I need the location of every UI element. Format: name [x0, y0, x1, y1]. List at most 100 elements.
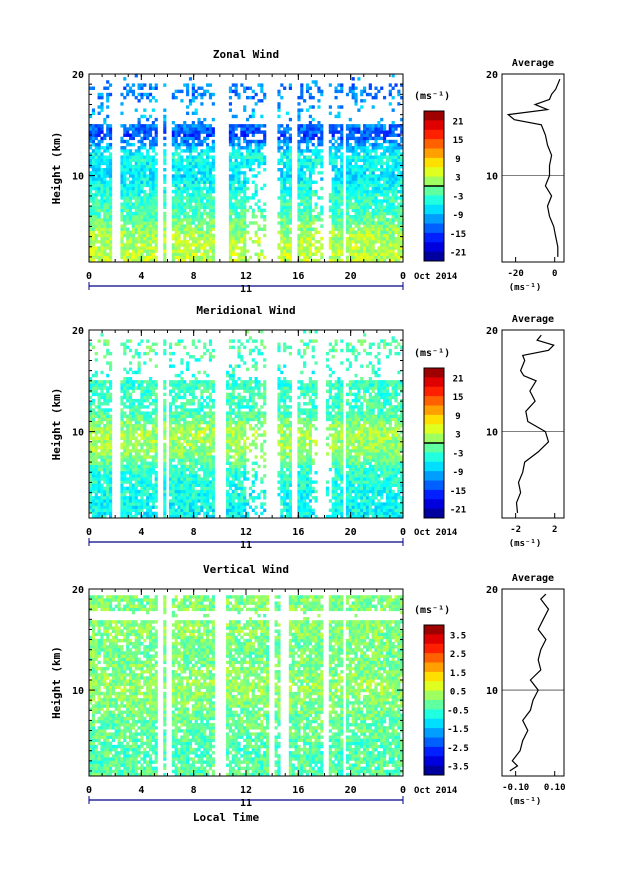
heatmap-cell: [188, 193, 193, 197]
heatmap-cell: [328, 127, 332, 131]
heatmap-cell: [311, 130, 315, 134]
heatmap-cell: [94, 442, 98, 447]
heatmap-cell: [143, 243, 147, 247]
heatmap-cell: [126, 83, 130, 87]
heatmap-cell: [331, 252, 335, 257]
heatmap-cell: [360, 255, 364, 260]
heatmap-cell: [148, 233, 153, 238]
heatmap-cell: [168, 430, 173, 434]
heatmap-cell: [228, 249, 233, 253]
heatmap-cell: [146, 133, 150, 137]
heatmap-cell: [354, 205, 358, 210]
y-axis-label: Height (km): [50, 132, 63, 205]
heatmap-cell: [383, 130, 387, 134]
heatmap-cell: [391, 249, 395, 253]
heatmap-cell: [163, 508, 167, 513]
heatmap-cell: [120, 240, 124, 244]
heatmap-cell: [183, 158, 187, 163]
heatmap-cell: [191, 489, 195, 494]
heatmap-cell: [143, 227, 147, 231]
heatmap-cell: [197, 249, 201, 253]
heatmap-cell: [354, 255, 358, 260]
heatmap-cell: [374, 168, 378, 172]
heatmap-cell: [151, 408, 155, 412]
heatmap-cell: [126, 139, 130, 144]
heatmap-cell: [363, 236, 367, 241]
heatmap-cell: [140, 158, 144, 163]
heatmap-cell: [100, 402, 104, 406]
heatmap-cell: [143, 164, 147, 169]
heatmap-cell: [285, 236, 290, 241]
heatmap-cell: [146, 395, 150, 400]
heatmap-cell: [131, 252, 135, 257]
heatmap-cell: [374, 249, 378, 253]
heatmap-cell: [397, 218, 401, 222]
heatmap-cell: [131, 411, 135, 415]
heatmap-cell: [208, 258, 213, 263]
heatmap-cell: [171, 502, 175, 506]
heatmap-cell: [89, 196, 93, 200]
heatmap-cell: [188, 486, 193, 491]
heatmap-cell: [203, 117, 207, 122]
heatmap-cell: [137, 158, 141, 163]
heatmap-cell: [168, 486, 173, 491]
heatmap-cell: [380, 205, 384, 210]
heatmap-cell: [297, 218, 301, 222]
heatmap-cell: [89, 243, 93, 247]
heatmap-cell: [203, 258, 207, 263]
heatmap-cell: [180, 189, 184, 194]
heatmap-cell: [134, 133, 138, 137]
heatmap-cell: [311, 227, 315, 231]
heatmap-cell: [168, 345, 173, 350]
heatmap-cell: [251, 168, 255, 172]
heatmap-cell: [311, 189, 315, 194]
heatmap-cell: [334, 89, 338, 94]
heatmap-cell: [89, 211, 93, 216]
heatmap-cell: [337, 255, 341, 260]
heatmap-cell: [314, 127, 318, 131]
heatmap-cell: [137, 149, 141, 153]
heatmap-cell: [177, 414, 181, 419]
heatmap-cell: [126, 455, 130, 459]
colorbar-segment: [424, 148, 444, 159]
heatmap-cell: [331, 236, 335, 241]
heatmap-cell: [197, 164, 201, 169]
heatmap-cell: [254, 127, 258, 131]
heatmap-cell: [331, 249, 335, 253]
heatmap-cell: [388, 89, 392, 94]
heatmap-cell: [206, 83, 210, 87]
heatmap-cell: [360, 243, 364, 247]
heatmap-cell: [391, 158, 395, 163]
heatmap-cell: [240, 161, 244, 166]
heatmap-cell: [183, 436, 187, 440]
heatmap-cell: [283, 152, 287, 156]
heatmap-cell: [280, 171, 284, 175]
heatmap-cell: [288, 149, 292, 153]
heatmap-cell: [146, 430, 150, 434]
heatmap-cell: [126, 258, 130, 263]
heatmap-cell: [137, 398, 141, 403]
heatmap-cell: [146, 161, 150, 166]
heatmap-cell: [240, 158, 244, 163]
heatmap-cell: [260, 124, 264, 128]
heatmap-cell: [328, 255, 332, 260]
heatmap-cell: [177, 243, 181, 247]
heatmap-cell: [351, 171, 355, 175]
heatmap-cell: [108, 477, 113, 481]
heatmap-cell: [300, 183, 304, 188]
heatmap-cell: [143, 193, 147, 197]
heatmap-cell: [194, 89, 198, 94]
heatmap-cell: [280, 177, 284, 181]
heatmap-cell: [183, 505, 187, 509]
heatmap-cell: [288, 193, 292, 197]
heatmap-cell: [348, 142, 352, 147]
heatmap-cell: [131, 133, 135, 137]
heatmap-cell: [357, 249, 361, 253]
heatmap-cell: [186, 480, 190, 484]
heatmap-cell: [331, 136, 335, 141]
heatmap-cell: [126, 430, 130, 434]
heatmap-cell: [240, 155, 244, 159]
heatmap-cell: [231, 224, 235, 228]
heatmap-cell: [134, 171, 138, 175]
heatmap-cell: [151, 221, 155, 225]
